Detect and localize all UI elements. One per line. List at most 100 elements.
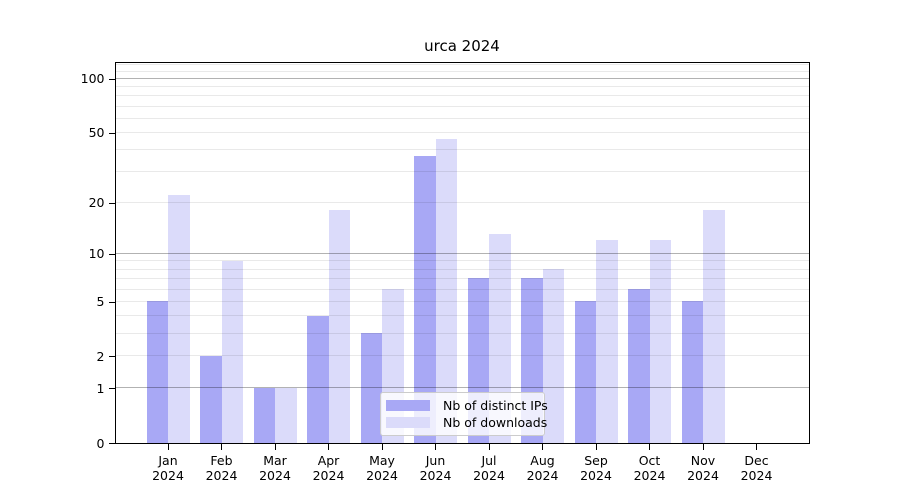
bar-downloads <box>328 210 350 443</box>
x-tick <box>381 443 383 450</box>
gridline-minor <box>115 171 809 173</box>
legend-swatch-downloads <box>386 417 430 428</box>
y-tick-label: 0 <box>96 435 105 451</box>
bar-downloads <box>489 234 511 443</box>
gridline-minor <box>115 201 809 203</box>
x-tick-year: 2024 <box>419 467 452 483</box>
x-tick-month: Jul <box>481 452 497 468</box>
bar-downloads <box>168 195 190 443</box>
bar-distinct-ips <box>574 301 596 443</box>
gridline-major <box>115 252 809 254</box>
bar-distinct-ips <box>146 301 168 443</box>
y-tick <box>108 132 115 134</box>
gridline-minor <box>115 131 809 133</box>
x-tick-year: 2024 <box>526 467 559 483</box>
legend-label-downloads: Nb of downloads <box>443 415 548 430</box>
gridline-minor <box>115 70 809 72</box>
bar-downloads <box>275 387 297 443</box>
y-tick <box>108 202 115 204</box>
y-tick-label: 50 <box>88 125 105 141</box>
x-tick-label: Jan 2024 <box>138 453 198 483</box>
y-tick-label: 10 <box>88 246 105 262</box>
x-tick-label: Jun 2024 <box>406 453 466 483</box>
y-tick <box>108 356 115 358</box>
bar-downloads <box>596 240 618 443</box>
gridline-minor <box>115 332 809 334</box>
x-tick-month: Jun <box>425 452 446 468</box>
gridline-minor <box>115 95 809 97</box>
x-tick-year: 2024 <box>580 467 612 483</box>
y-tick-label: 5 <box>96 294 105 310</box>
x-tick-year: 2024 <box>312 467 345 483</box>
x-tick <box>542 443 543 450</box>
x-tick-year: 2024 <box>633 467 666 483</box>
gridline-minor <box>115 268 809 270</box>
x-tick-label: Jul 2024 <box>459 453 519 483</box>
bar-downloads <box>649 240 671 443</box>
gridline-minor <box>115 355 809 357</box>
x-tick <box>756 443 757 450</box>
legend-item-distinct-ips: Nb of distinct IPs <box>386 397 548 414</box>
x-tick-label: Oct 2024 <box>620 453 680 483</box>
y-tick <box>108 388 115 390</box>
gridline-minor <box>115 288 809 290</box>
bar-downloads <box>435 138 457 443</box>
x-tick <box>702 443 704 450</box>
x-tick <box>274 443 276 450</box>
x-tick <box>435 443 436 450</box>
x-tick-month: Jan <box>158 452 178 468</box>
y-tick-label: 100 <box>80 71 105 87</box>
bar-distinct-ips <box>200 355 222 443</box>
x-tick-label: Apr 2024 <box>299 453 359 483</box>
y-tick-label: 20 <box>88 195 105 211</box>
y-tick-label: 1 <box>96 380 105 396</box>
x-tick-year: 2024 <box>687 467 719 483</box>
x-tick-label: Sep 2024 <box>566 453 626 483</box>
bar-distinct-ips <box>360 333 382 443</box>
x-tick-month: May <box>369 452 395 468</box>
gridline-major <box>115 77 809 79</box>
legend-swatch-distinct-ips <box>386 400 430 411</box>
x-tick-label: Nov 2024 <box>673 453 733 483</box>
bar-distinct-ips <box>253 387 275 443</box>
gridline-minor <box>115 260 809 262</box>
x-tick-month: Mar <box>263 452 287 468</box>
y-tick <box>108 253 115 255</box>
gridline-minor <box>115 315 809 317</box>
x-tick-label: Feb 2024 <box>192 453 252 483</box>
x-tick-year: 2024 <box>205 467 238 483</box>
x-tick <box>221 443 222 450</box>
x-tick <box>167 443 169 450</box>
x-tick-label: May 2024 <box>352 453 412 483</box>
x-tick-year: 2024 <box>259 467 291 483</box>
x-tick-month: Apr <box>317 452 340 468</box>
gridline-minor <box>115 63 809 65</box>
x-tick <box>488 443 490 450</box>
bar-downloads <box>703 210 725 443</box>
y-tick <box>108 443 115 444</box>
gridline-minor <box>115 300 809 302</box>
bar-distinct-ips <box>414 155 436 443</box>
chart-title: urca 2024 <box>424 37 500 55</box>
x-tick-month: Oct <box>638 452 661 468</box>
x-tick <box>649 443 650 450</box>
x-tick-month: Feb <box>210 452 233 468</box>
bar-distinct-ips <box>628 289 650 443</box>
x-tick-year: 2024 <box>152 467 184 483</box>
legend-item-downloads: Nb of downloads <box>386 414 547 431</box>
bar-downloads <box>542 269 564 443</box>
x-tick-year: 2024 <box>473 467 505 483</box>
plot-area <box>114 62 810 444</box>
gridline-minor <box>115 117 809 119</box>
gridline-minor <box>115 105 809 107</box>
x-tick-month: Aug <box>530 452 555 468</box>
x-tick-month: Nov <box>690 452 716 468</box>
legend-label-distinct-ips: Nb of distinct IPs <box>443 398 548 413</box>
x-tick-label: Aug 2024 <box>513 453 573 483</box>
x-tick <box>328 443 329 450</box>
x-tick-month: Sep <box>584 452 608 468</box>
x-tick <box>595 443 597 450</box>
x-tick-month: Dec <box>744 452 769 468</box>
y-tick <box>108 301 115 303</box>
